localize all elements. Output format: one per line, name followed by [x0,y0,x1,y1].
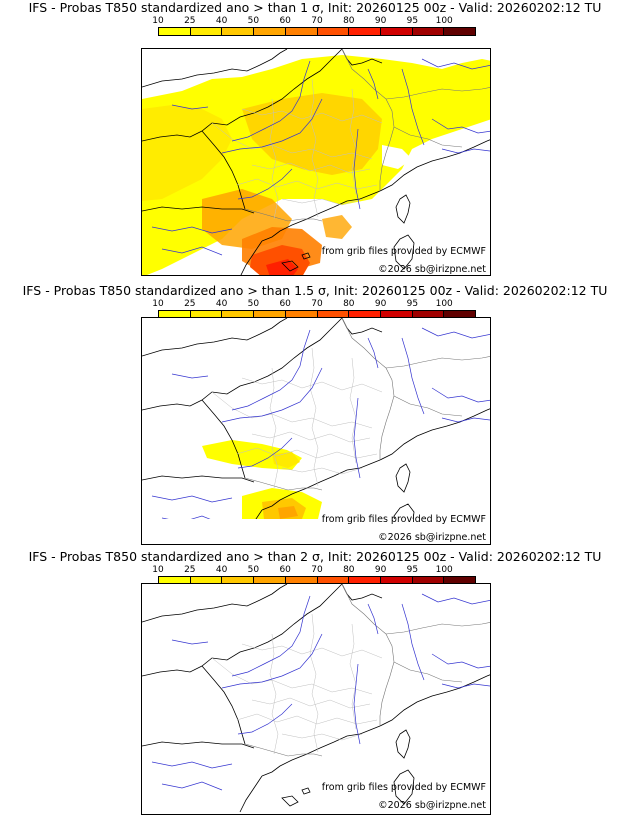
no-signal-area-east [404,147,490,275]
colorbar-swatch [222,28,255,35]
colorbar-swatch [317,28,350,35]
colorbar-label: 70 [311,16,323,26]
colorbar-label: 50 [247,299,260,309]
colorbar-label: 40 [215,565,228,575]
colorbar-label: 50 [247,565,260,575]
colorbar-label: 50 [247,16,260,26]
colorbar: 10 25 40 50 60 70 80 90 95 100 [152,565,476,597]
colorbar-label: 90 [374,16,387,26]
colorbar-label: 80 [343,565,355,575]
colorbar-label: 100 [435,299,453,309]
colorbar-label: 10 [152,16,164,26]
colorbar-swatch [190,577,223,584]
colorbar-label: 95 [406,16,419,26]
map-panel-2: from grib files provided by ECMWF ©2026 … [141,317,491,545]
colorbar-swatch [412,577,445,584]
colorbar-label: 95 [406,299,419,309]
colorbar-label: 100 [435,16,453,26]
colorbar-swatch [159,28,191,35]
panel-title: IFS - Probas T850 standardized ano > tha… [22,283,608,298]
colorbar-swatch [380,28,413,35]
colorbar-swatch [285,28,318,35]
colorbar-label: 90 [374,299,387,309]
colorbar-label: 90 [374,565,387,575]
colorbar-label: 70 [311,299,323,309]
panel-title: IFS - Probas T850 standardized ano > tha… [28,549,602,564]
panel-title: IFS - Probas T850 standardized ano > tha… [28,0,602,15]
colorbar-label: 60 [279,16,291,26]
colorbar-swatch [349,311,381,318]
colorbar-swatch [254,28,286,35]
colorbar-swatch [349,577,381,584]
colorbar-swatch [380,577,413,584]
colorbar-swatch [159,311,191,318]
colorbar-swatch [412,311,445,318]
prob-area-25 [272,452,300,468]
colorbar-label: 25 [184,299,196,309]
panel-1-5sigma: IFS - Probas T850 standardized ano > tha… [0,283,630,559]
source-credit: from grib files provided by ECMWF [321,782,486,793]
panel-2sigma: IFS - Probas T850 standardized ano > tha… [0,549,630,825]
colorbar-swatch [412,28,445,35]
colorbar-label: 60 [279,565,291,575]
panel-1sigma: IFS - Probas T850 standardized ano > tha… [0,0,630,276]
copyright-credit: ©2026 sb@irizpne.net [378,532,486,543]
colorbar-row [158,576,476,585]
prob-area-25 [142,105,232,201]
colorbar-label: 80 [343,16,355,26]
colorbar-swatch [444,311,476,318]
colorbar-label: 95 [406,565,419,575]
prob-area-40 [242,93,382,175]
colorbar-swatch [254,311,286,318]
copyright-credit: ©2026 sb@irizpne.net [378,800,486,811]
colorbar-swatch [190,28,223,35]
colorbar-swatch [190,311,223,318]
colorbar-label: 25 [184,565,196,575]
colorbar-swatch [285,577,318,584]
colorbar-swatch [444,28,476,35]
colorbar-label: 40 [215,299,228,309]
colorbar-label: 40 [215,16,228,26]
colorbar-label: 100 [435,565,453,575]
colorbar: 10 25 40 50 60 70 80 90 95 100 [152,16,476,48]
colorbar-label: 25 [184,16,196,26]
source-credit: from grib files provided by ECMWF [321,246,486,257]
map-panel-1: from grib files provided by ECMWF ©2026 … [141,48,491,276]
colorbar-row [158,27,476,36]
map-svg [142,318,490,519]
colorbar-swatch [222,577,255,584]
colorbar-swatch [317,311,350,318]
colorbar-swatch [254,577,286,584]
map-svg [142,49,490,275]
colorbar-swatch [444,577,476,584]
map-panel-3: from grib files provided by ECMWF ©2026 … [141,583,491,815]
source-credit: from grib files provided by ECMWF [321,514,486,525]
colorbar-swatch [317,577,350,584]
prob-area-50 [278,506,298,519]
colorbar-swatch [380,311,413,318]
colorbar-label: 80 [343,299,355,309]
colorbar-swatch [222,311,255,318]
colorbar-label: 60 [279,299,291,309]
colorbar-label: 10 [152,565,164,575]
copyright-credit: ©2026 sb@irizpne.net [378,264,486,275]
colorbar-label: 70 [311,565,323,575]
map-svg [142,584,490,813]
no-signal-area [382,145,412,169]
colorbar-label: 10 [152,299,164,309]
colorbar-swatch [349,28,381,35]
colorbar-swatch [285,311,318,318]
colorbar-swatch [159,577,191,584]
prob-area-50b [322,215,352,239]
